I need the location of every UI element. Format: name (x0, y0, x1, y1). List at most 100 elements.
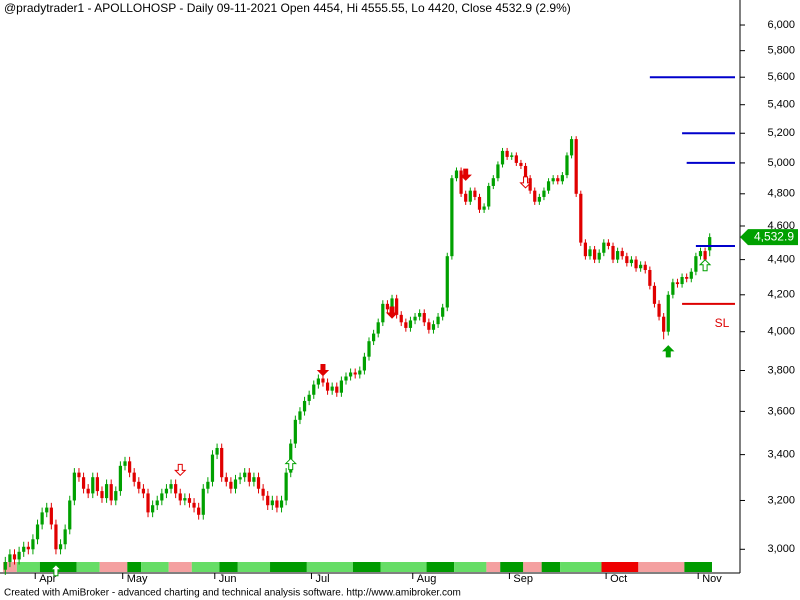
candle-body (54, 524, 58, 550)
signal-arrow (519, 176, 532, 189)
signal-arrow (49, 564, 63, 577)
candle-body (197, 507, 201, 515)
ribbon-segment (500, 562, 524, 572)
candle-body (160, 493, 164, 501)
ribbon-segment (352, 562, 381, 572)
candle-body (551, 178, 555, 182)
x-tick-label: Sep (513, 573, 533, 585)
candle-body (381, 303, 385, 323)
candle-body (118, 465, 123, 492)
candle-body (49, 507, 53, 525)
candle-body (155, 500, 159, 506)
x-tick-label: Nov (702, 573, 722, 585)
candle-body (542, 190, 546, 197)
ribbon-segment (541, 562, 561, 572)
candle-body (528, 178, 532, 191)
candle-body (666, 294, 670, 332)
candle-body (385, 303, 390, 310)
candle-body (132, 472, 136, 482)
ribbon-segment (168, 562, 192, 572)
candle-body (487, 185, 491, 207)
candle-body (321, 378, 325, 383)
candle-body (183, 498, 187, 501)
ribbon-segment (601, 562, 639, 572)
candle-body (685, 276, 689, 279)
candle-body (616, 251, 620, 260)
signal-arrow (698, 259, 712, 272)
candle-body (464, 193, 468, 202)
candle-body (362, 356, 367, 371)
ribbon-segment (380, 562, 427, 572)
y-tick-label: 4,800 (767, 188, 795, 200)
ribbon-segment (306, 562, 353, 572)
candle-body (523, 165, 528, 179)
candle-body (422, 313, 426, 323)
y-tick-label: 3,400 (767, 449, 795, 461)
ribbon-segment (270, 562, 307, 572)
candle-body (344, 376, 348, 381)
candle-body (602, 242, 606, 253)
candle-body (141, 488, 146, 494)
candle-body (372, 333, 376, 342)
ribbon-segment (486, 562, 501, 572)
candle-body (606, 242, 611, 246)
candle-body (376, 322, 380, 334)
candle-body (330, 386, 334, 391)
candle-body (104, 484, 109, 499)
candle-body (312, 384, 316, 395)
y-tick-label: 5,400 (767, 99, 795, 111)
ribbon-segment (191, 562, 220, 572)
candle-body (510, 155, 514, 157)
candle-body (3, 562, 7, 570)
candle-body (689, 271, 693, 279)
candle-body (178, 493, 182, 501)
candle-body (293, 419, 297, 444)
candle-body (648, 269, 652, 286)
signal-arrow (662, 345, 675, 358)
ribbon-segment (76, 562, 100, 572)
candle-body (58, 544, 63, 550)
signal-arrow (316, 363, 330, 377)
candle-body (418, 313, 422, 317)
x-tick-label: May (127, 573, 148, 585)
x-tick-label: Jul (315, 573, 329, 585)
y-tick-label: 4,600 (767, 220, 795, 232)
x-tick-label: Apr (39, 573, 56, 585)
candle-body (174, 484, 178, 494)
candle-body (358, 370, 362, 375)
candle-body (8, 554, 12, 562)
candle-body (72, 472, 76, 501)
y-tick-label: 3,200 (767, 494, 795, 506)
candle-body (629, 259, 634, 264)
candle-body (625, 256, 629, 264)
candle-body (45, 507, 49, 513)
candle-body (491, 178, 495, 186)
candle-body (565, 155, 569, 176)
candle-body (537, 196, 541, 202)
candle-body (413, 316, 417, 321)
candle-body (86, 488, 90, 494)
candle-body (445, 256, 449, 308)
candle-body (496, 164, 500, 179)
y-tick-label: 3,600 (767, 405, 795, 417)
candle-body (31, 539, 35, 550)
candle-body (671, 282, 675, 295)
candle-body (247, 472, 251, 482)
candle-body (91, 477, 95, 494)
candle-body (514, 155, 518, 163)
candle-body (187, 498, 192, 503)
candle-body (473, 190, 477, 197)
candle-body (114, 491, 118, 501)
candle-body (404, 322, 408, 328)
candle-body (12, 554, 17, 560)
candle-body (708, 237, 712, 251)
candle-body (459, 170, 463, 194)
y-tick-label: 5,200 (767, 127, 795, 139)
candle-body (127, 461, 132, 473)
candle-body (482, 206, 486, 210)
candle-body (109, 484, 113, 501)
candle-body (151, 505, 155, 513)
signal-arrow (459, 168, 472, 181)
candle-body (634, 259, 638, 269)
candle-body (454, 170, 459, 179)
